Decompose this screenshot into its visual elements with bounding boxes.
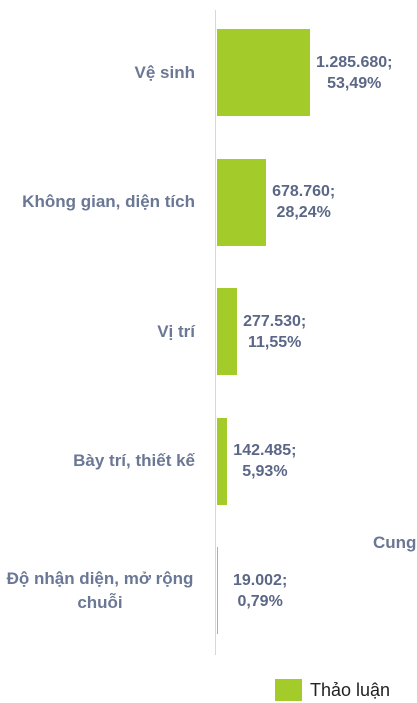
category-text: Độ nhận diện, mở rộng chuỗi xyxy=(6,568,194,612)
value-label: 277.530; 11,55% xyxy=(243,312,307,351)
bar xyxy=(217,158,267,246)
category-label: Không gian, diện tích xyxy=(0,190,195,214)
value-label: 1.285.680; 53,49% xyxy=(315,53,393,92)
category-text: Không gian, diện tích xyxy=(22,192,195,212)
legend-swatch xyxy=(275,679,302,701)
category-text: Bày trí, thiết kế xyxy=(73,451,195,471)
value-label: 19.002; 0,79% xyxy=(233,571,288,610)
category-text: Vệ sinh xyxy=(134,62,195,82)
value-label: 142.485; 5,93% xyxy=(233,442,297,481)
category-label: Bày trí, thiết kế xyxy=(0,449,195,473)
bar xyxy=(217,29,310,117)
value-label: 678.760; 28,24% xyxy=(272,183,336,222)
category-label: Vị trí xyxy=(0,320,195,344)
legend-label: Thảo luận xyxy=(310,679,391,700)
category-label: Độ nhận diện, mở rộng chuỗi xyxy=(0,567,195,615)
annotation: Cung xyxy=(373,533,417,552)
category-text: Vị trí xyxy=(157,321,195,341)
bar xyxy=(217,288,238,376)
bar xyxy=(217,417,228,505)
category-label: Vệ sinh xyxy=(0,61,195,85)
bar xyxy=(217,547,219,635)
legend: Thảo luận xyxy=(275,679,390,701)
axis-line xyxy=(215,10,216,655)
